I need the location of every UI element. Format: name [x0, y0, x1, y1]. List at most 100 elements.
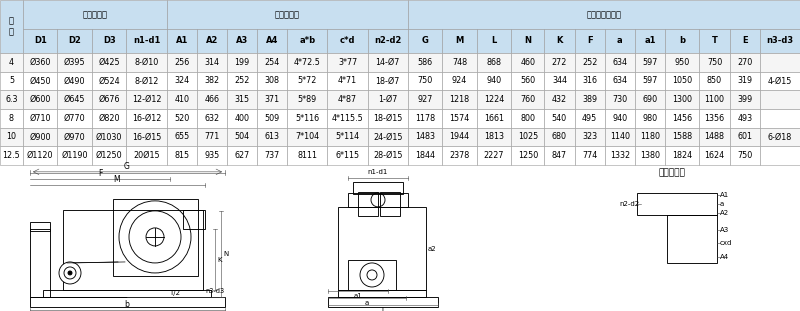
- Bar: [287, 146, 327, 165]
- Bar: [0, 109, 23, 128]
- Text: 750: 750: [737, 151, 752, 160]
- Bar: [408, 146, 442, 165]
- Text: 1944: 1944: [450, 132, 470, 141]
- Bar: [126, 90, 166, 109]
- Bar: [511, 128, 544, 146]
- Text: L: L: [491, 36, 497, 45]
- Text: 7*104: 7*104: [295, 132, 319, 141]
- Bar: [635, 109, 665, 128]
- Text: 6*115: 6*115: [335, 151, 360, 160]
- Text: 382: 382: [204, 76, 219, 85]
- Bar: [665, 29, 699, 53]
- Bar: [574, 90, 605, 109]
- Bar: [760, 72, 800, 90]
- Bar: [23, 128, 58, 146]
- Bar: [637, 193, 717, 215]
- Text: 680: 680: [552, 132, 567, 141]
- Bar: [257, 109, 287, 128]
- Bar: [511, 53, 544, 72]
- Text: 1180: 1180: [640, 132, 660, 141]
- Text: 760: 760: [520, 95, 535, 104]
- Text: 750: 750: [418, 76, 433, 85]
- Bar: [257, 53, 287, 72]
- Bar: [544, 29, 574, 53]
- Bar: [760, 109, 800, 128]
- Text: a: a: [617, 36, 622, 45]
- Text: a: a: [720, 201, 724, 207]
- Bar: [511, 146, 544, 165]
- Bar: [477, 72, 511, 90]
- Bar: [408, 109, 442, 128]
- Text: 800: 800: [520, 114, 535, 123]
- Text: 774: 774: [582, 151, 598, 160]
- Text: Ø524: Ø524: [98, 76, 120, 85]
- Bar: [605, 128, 635, 146]
- Text: 4*71: 4*71: [338, 76, 357, 85]
- Bar: [287, 53, 327, 72]
- Bar: [113, 199, 198, 276]
- Bar: [126, 72, 166, 90]
- Bar: [58, 109, 92, 128]
- Bar: [605, 146, 635, 165]
- Text: 316: 316: [582, 76, 597, 85]
- Bar: [92, 90, 126, 109]
- Bar: [635, 72, 665, 90]
- Text: 1250: 1250: [518, 151, 538, 160]
- Bar: [730, 90, 760, 109]
- Bar: [730, 146, 760, 165]
- Text: 1224: 1224: [484, 95, 504, 104]
- Text: a1: a1: [354, 293, 362, 299]
- Bar: [699, 90, 730, 109]
- Bar: [328, 297, 438, 307]
- Text: 815: 815: [174, 151, 190, 160]
- Bar: [23, 29, 58, 53]
- Bar: [197, 53, 227, 72]
- Text: G: G: [422, 36, 429, 45]
- Bar: [511, 109, 544, 128]
- Bar: [0, 53, 23, 72]
- Bar: [58, 90, 92, 109]
- Text: 机
号: 机 号: [9, 17, 14, 36]
- Bar: [477, 128, 511, 146]
- Text: 4*87: 4*87: [338, 95, 357, 104]
- Text: 1661: 1661: [484, 114, 504, 123]
- Bar: [358, 192, 378, 216]
- Bar: [665, 146, 699, 165]
- Bar: [0, 146, 23, 165]
- Text: 601: 601: [738, 132, 752, 141]
- Text: A4: A4: [720, 254, 729, 260]
- Text: n1-d1: n1-d1: [133, 36, 160, 45]
- Bar: [348, 260, 396, 290]
- Text: n2-d2: n2-d2: [374, 36, 402, 45]
- Text: 950: 950: [674, 58, 690, 67]
- Text: L: L: [381, 307, 385, 311]
- Bar: [408, 128, 442, 146]
- Text: 980: 980: [642, 114, 658, 123]
- Bar: [408, 0, 800, 29]
- Text: 613: 613: [265, 132, 280, 141]
- Bar: [227, 53, 257, 72]
- Text: 6-Ø18: 6-Ø18: [768, 132, 792, 141]
- Text: 690: 690: [642, 95, 658, 104]
- Text: 12.5: 12.5: [2, 151, 20, 160]
- Bar: [126, 146, 166, 165]
- Bar: [760, 53, 800, 72]
- Text: c*d: c*d: [340, 36, 355, 45]
- Bar: [442, 29, 477, 53]
- Bar: [699, 128, 730, 146]
- Bar: [92, 53, 126, 72]
- Text: 18-Ø7: 18-Ø7: [376, 76, 400, 85]
- Bar: [665, 128, 699, 146]
- Text: 460: 460: [520, 58, 535, 67]
- Bar: [544, 90, 574, 109]
- Bar: [368, 29, 408, 53]
- Text: a2: a2: [428, 246, 437, 252]
- Bar: [166, 146, 197, 165]
- Bar: [166, 72, 197, 90]
- Bar: [58, 128, 92, 146]
- Text: 1813: 1813: [484, 132, 504, 141]
- Text: 1140: 1140: [610, 132, 630, 141]
- Bar: [257, 29, 287, 53]
- Text: 748: 748: [452, 58, 467, 67]
- Text: Ø1120: Ø1120: [27, 151, 54, 160]
